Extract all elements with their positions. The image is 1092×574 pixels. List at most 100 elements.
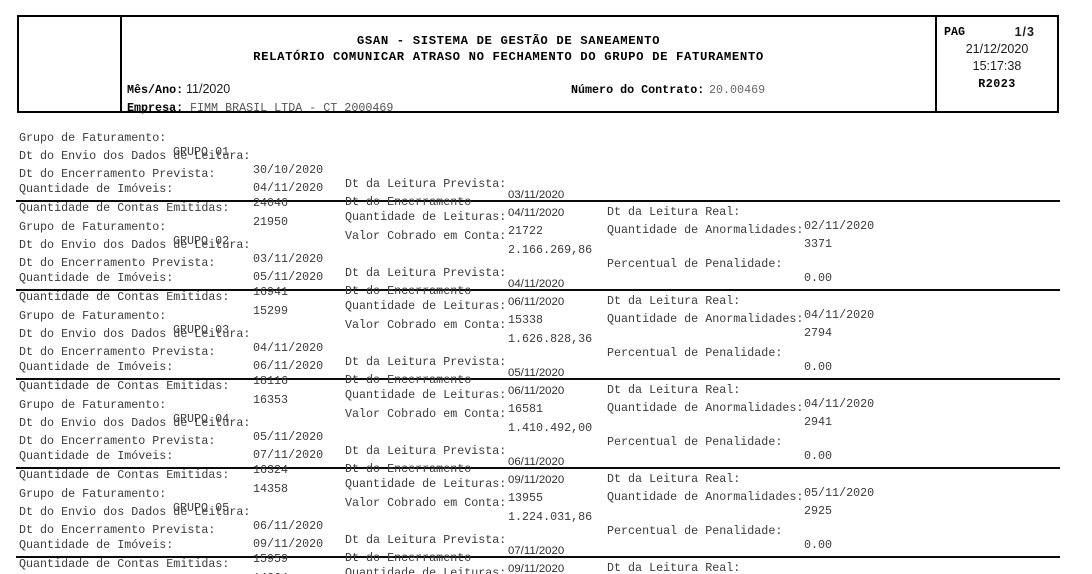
leituras-value: 16581 — [508, 402, 544, 416]
imoveis-label: Quantidade de Imóveis: — [19, 538, 174, 552]
anormalidades-label: Quantidade de Anormalidades: — [607, 223, 804, 237]
group-row-dates-2: Dt do Encerramento Prevista: 05/11/2020 … — [16, 242, 1060, 340]
group-name-row: Grupo de Faturamento: GRUPO 05 — [16, 473, 1060, 515]
logo-placeholder — [19, 17, 122, 111]
encerramento-prevista-value: 04/11/2020 — [253, 181, 324, 195]
encerramento-prevista-label: Dt do Encerramento Prevista: — [19, 256, 216, 270]
imoveis-label: Quantidade de Imóveis: — [19, 449, 174, 463]
leitura-prevista-value: 03/11/2020 — [508, 189, 565, 201]
encerramento-label: Dt do Encerramento — [345, 284, 472, 298]
encerramento-prevista-label: Dt do Encerramento Prevista: — [19, 345, 216, 359]
contrato-label: Número do Contrato: — [571, 83, 705, 97]
group-row-dates-1: Dt do Envio dos Dados de Leitura: 06/11/… — [16, 491, 1060, 574]
group-row-dates-2: Dt do Encerramento Prevista: 04/11/2020 … — [16, 153, 1060, 251]
contrato-value: 20.00469 — [709, 83, 766, 97]
group-name-row: Grupo de Faturamento: GRUPO 03 — [16, 295, 1060, 337]
imoveis-value: 24046 — [253, 196, 289, 210]
group-row-quantities: Quantidade de Imóveis: 18116 Quantidade … — [16, 346, 1060, 416]
group-name: GRUPO 05 — [173, 501, 230, 515]
valor-cobrado-label: Valor Cobrado em Conta: — [345, 407, 507, 421]
leitura-real-value: 04/11/2020 — [804, 308, 875, 322]
leitura-real-label: Dt da Leitura Real: — [607, 205, 741, 219]
envio-label: Dt do Envio dos Dados de Leitura: — [19, 327, 251, 341]
leitura-prevista-label: Dt da Leitura Prevista: — [345, 177, 507, 191]
envio-label: Dt do Envio dos Dados de Leitura: — [19, 505, 251, 519]
group-name: GRUPO 04 — [173, 412, 230, 426]
leituras-label: Quantidade de Leituras: — [345, 210, 507, 224]
encerramento-prevista-label: Dt do Encerramento Prevista: — [19, 523, 216, 537]
leituras-label: Quantidade de Leituras: — [345, 388, 507, 402]
penalidade-label: Percentual de Penalidade: — [607, 435, 783, 449]
anormalidades-label: Quantidade de Anormalidades: — [607, 401, 804, 415]
leitura-prevista-value: 04/11/2020 — [508, 278, 565, 290]
encerramento-label: Dt do Encerramento — [345, 373, 472, 387]
encerramento-value: 09/11/2020 — [508, 474, 565, 486]
leitura-real-value: 02/11/2020 — [804, 219, 875, 233]
penalidade-value: 0.00 — [804, 360, 833, 374]
valor-cobrado-label: Valor Cobrado em Conta: — [345, 496, 507, 510]
header-title-area: GSAN - SISTEMA DE GESTÃO DE SANEAMENTO R… — [124, 17, 933, 115]
system-title: GSAN - SISTEMA DE GESTÃO DE SANEAMENTO — [356, 34, 661, 48]
imoveis-label: Quantidade de Imóveis: — [19, 182, 174, 196]
group-row-dates-1: Dt do Envio dos Dados de Leitura: 03/11/… — [16, 224, 1060, 322]
encerramento-prevista-label: Dt do Encerramento Prevista: — [19, 434, 216, 448]
leituras-label: Quantidade de Leituras: — [345, 299, 507, 313]
report-title: RELATÓRIO COMUNICAR ATRASO NO FECHAMENTO… — [253, 50, 764, 64]
report-code: R2023 — [978, 77, 1016, 91]
contas-emitidas-value: 14364 — [253, 571, 288, 574]
contas-emitidas-label: Quantidade de Contas Emitidas: — [19, 468, 230, 482]
page-number: 1/3 — [1014, 25, 1035, 39]
penalidade-label: Percentual de Penalidade: — [607, 346, 783, 360]
leitura-prevista-value: 06/11/2020 — [508, 456, 565, 468]
billing-group-section: Grupo de Faturamento: GRUPO 05 Dt do Env… — [16, 469, 1060, 574]
encerramento-prevista-value: 05/11/2020 — [253, 270, 324, 284]
contas-emitidas-value: 16353 — [253, 393, 289, 407]
envio-label: Dt do Envio dos Dados de Leitura: — [19, 238, 251, 252]
group-name-row: Grupo de Faturamento: GRUPO 04 — [16, 384, 1060, 426]
group-row-quantities: Quantidade de Imóveis: 15959 Quantidade … — [16, 524, 1060, 574]
group-row-totals: Quantidade de Contas Emitidas: 16353 Val… — [16, 365, 1060, 463]
penalidade-value: 0.00 — [804, 449, 833, 463]
leitura-real-label: Dt da Leitura Real: — [607, 561, 741, 574]
group-label: Grupo de Faturamento: — [19, 220, 167, 234]
leituras-label: Quantidade de Leituras: — [345, 477, 507, 491]
imoveis-value: 16324 — [253, 463, 289, 477]
group-label: Grupo de Faturamento: — [19, 131, 167, 145]
encerramento-value: 06/11/2020 — [508, 385, 565, 397]
leitura-real-value: 04/11/2020 — [804, 397, 875, 411]
group-row-dates-1: Dt do Envio dos Dados de Leitura: 30/10/… — [16, 135, 1060, 233]
envio-value: 04/11/2020 — [253, 341, 324, 355]
anormalidades-value: 2941 — [804, 415, 833, 429]
leituras-value: 15338 — [508, 313, 544, 327]
group-name-row: Grupo de Faturamento: GRUPO 01 — [16, 117, 1060, 159]
print-date: 21/12/2020 — [965, 42, 1029, 56]
leitura-real-label: Dt da Leitura Real: — [607, 472, 741, 486]
group-row-dates-2: Dt do Encerramento Prevista: 09/11/2020 … — [16, 509, 1060, 574]
encerramento-prevista-value: 06/11/2020 — [253, 359, 324, 373]
valor-cobrado-label: Valor Cobrado em Conta: — [345, 318, 507, 332]
billing-group-section: Grupo de Faturamento: GRUPO 03 Dt do Env… — [16, 291, 1060, 463]
envio-label: Dt do Envio dos Dados de Leitura: — [19, 149, 251, 163]
group-row-dates-2: Dt do Encerramento Prevista: 07/11/2020 … — [16, 420, 1060, 518]
print-time: 15:17:38 — [972, 59, 1022, 73]
leitura-real-label: Dt da Leitura Real: — [607, 383, 741, 397]
envio-value: 30/10/2020 — [253, 163, 324, 177]
leitura-real-label: Dt da Leitura Real: — [607, 294, 741, 308]
contas-emitidas-value: 14358 — [253, 482, 289, 496]
penalidade-value: 0.00 — [804, 271, 833, 285]
leitura-prevista-value: 05/11/2020 — [508, 367, 565, 379]
encerramento-label: Dt do Encerramento — [345, 195, 472, 209]
group-label: Grupo de Faturamento: — [19, 487, 167, 501]
valor-cobrado-label: Valor Cobrado em Conta: — [345, 229, 507, 243]
valor-cobrado-value: 1.626.828,36 — [508, 332, 593, 346]
group-label: Grupo de Faturamento: — [19, 309, 167, 323]
encerramento-label: Dt do Encerramento — [345, 462, 472, 476]
group-name: GRUPO 03 — [173, 323, 230, 337]
contas-emitidas-value: 15299 — [253, 304, 289, 318]
report-body: Grupo de Faturamento: GRUPO 01 Dt do Env… — [16, 113, 1060, 574]
leituras-label: Quantidade de Leituras: — [345, 566, 507, 574]
billing-group-section: Grupo de Faturamento: GRUPO 06 Dt do Env… — [16, 558, 1060, 574]
leitura-prevista-label: Dt da Leitura Prevista: — [345, 355, 507, 369]
billing-group-section: Grupo de Faturamento: GRUPO 01 Dt do Env… — [16, 113, 1060, 285]
